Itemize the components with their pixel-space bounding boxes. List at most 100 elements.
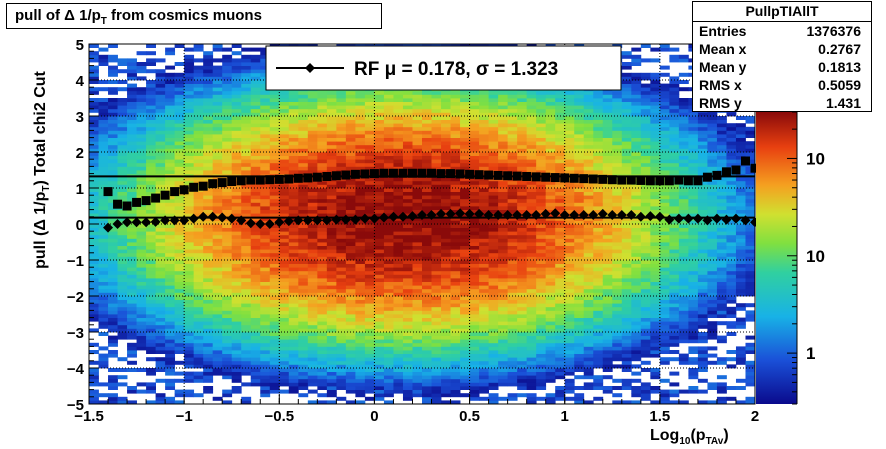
heatmap-cell	[231, 188, 242, 192]
heatmap-cell	[117, 299, 128, 304]
heatmap-cell	[298, 101, 309, 106]
heatmap-cell	[469, 134, 480, 138]
heatmap-cell	[583, 346, 594, 351]
heatmap-cell	[431, 162, 442, 167]
heatmap-cell	[431, 195, 442, 200]
heatmap-cell	[555, 375, 566, 380]
heatmap-cell	[393, 292, 404, 297]
heatmap-cell	[136, 116, 147, 120]
heatmap-cell	[174, 188, 185, 192]
heatmap-cell	[136, 263, 147, 268]
heatmap-cell	[250, 58, 261, 63]
heatmap-cell	[460, 310, 470, 315]
heatmap-cell	[174, 260, 185, 264]
heatmap-cell	[545, 371, 556, 376]
heatmap-cell	[269, 148, 280, 153]
heatmap-cell	[89, 314, 99, 318]
heatmap-cell	[374, 328, 385, 333]
heatmap-cell	[307, 162, 318, 167]
heatmap-cell	[136, 332, 147, 336]
heatmap-cell	[507, 191, 518, 196]
heatmap-cell	[488, 303, 499, 308]
heatmap-cell	[422, 188, 432, 192]
heatmap-cell	[193, 346, 204, 351]
heatmap-cell	[117, 296, 128, 300]
heatmap-cell	[441, 152, 451, 156]
heatmap-cell	[317, 357, 328, 362]
heatmap-cell	[355, 375, 366, 380]
heatmap-cell	[479, 231, 489, 236]
heatmap-cell	[212, 87, 223, 92]
heatmap-cell	[507, 278, 518, 282]
heatmap-cell	[355, 364, 366, 369]
heatmap-cell	[393, 252, 404, 257]
heatmap-cell	[536, 119, 547, 124]
heatmap-cell	[231, 260, 242, 264]
heatmap-cell	[127, 198, 137, 203]
heatmap-cell	[241, 252, 252, 257]
heatmap-cell	[326, 382, 337, 387]
heatmap-cell	[260, 213, 271, 218]
heatmap-cell	[155, 87, 166, 92]
heatmap-cell	[146, 162, 156, 167]
heatmap-cell	[98, 177, 109, 182]
heatmap-cell	[212, 335, 223, 340]
heatmap-cell	[212, 47, 223, 52]
heatmap-cell	[374, 191, 385, 196]
heatmap-cell	[241, 166, 252, 171]
heatmap-cell	[165, 98, 176, 102]
heatmap-cell	[260, 267, 271, 272]
heatmap-cell	[108, 152, 118, 156]
heatmap-cell	[383, 270, 394, 275]
heatmap-cell	[364, 288, 375, 293]
heatmap-cell	[412, 112, 423, 117]
heatmap-cell	[336, 281, 347, 286]
heatmap-cell	[545, 170, 556, 174]
heatmap-cell	[193, 134, 204, 138]
heatmap-cell	[555, 227, 566, 232]
heatmap-cell	[574, 224, 585, 228]
heatmap-cell	[269, 281, 280, 286]
heatmap-cell	[402, 123, 413, 128]
heatmap-cell	[383, 368, 394, 372]
heatmap-cell	[507, 105, 518, 110]
heatmap-cell	[517, 317, 528, 322]
heatmap-cell	[203, 274, 214, 279]
heatmap-cell	[336, 130, 347, 135]
heatmap-cell	[545, 242, 556, 246]
heatmap-cell	[326, 252, 337, 257]
heatmap-cell	[241, 112, 252, 117]
heatmap-cell	[383, 400, 394, 405]
heatmap-cell	[279, 317, 290, 322]
heatmap-cell	[117, 227, 128, 232]
heatmap-cell	[412, 216, 423, 221]
heatmap-cell	[383, 346, 394, 351]
heatmap-cell	[431, 386, 442, 390]
heatmap-cell	[526, 249, 537, 254]
heatmap-cell	[336, 292, 347, 297]
heatmap-cell	[507, 144, 518, 149]
heatmap-cell	[326, 159, 337, 164]
heatmap-cell	[89, 198, 99, 203]
heatmap-cell	[574, 177, 585, 182]
heatmap-cell	[89, 108, 99, 113]
heatmap-cell	[269, 105, 280, 110]
heatmap-cell	[260, 47, 271, 52]
heatmap-cell	[431, 98, 442, 102]
heatmap-cell	[231, 195, 242, 200]
heatmap-cell	[269, 195, 280, 200]
heatmap-cell	[146, 62, 156, 66]
heatmap-cell	[498, 274, 509, 279]
heatmap-cell	[526, 94, 537, 99]
heatmap-cell	[288, 108, 299, 113]
heatmap-cell	[555, 310, 566, 315]
heatmap-cell	[441, 220, 451, 225]
heatmap-cell	[450, 202, 461, 207]
heatmap-cell	[317, 242, 328, 246]
heatmap-cell	[564, 206, 575, 210]
heatmap-cell	[545, 317, 556, 322]
heatmap-cell	[127, 206, 137, 210]
heatmap-cell	[193, 94, 204, 99]
heatmap-cell	[545, 292, 556, 297]
heatmap-cell	[250, 368, 261, 372]
